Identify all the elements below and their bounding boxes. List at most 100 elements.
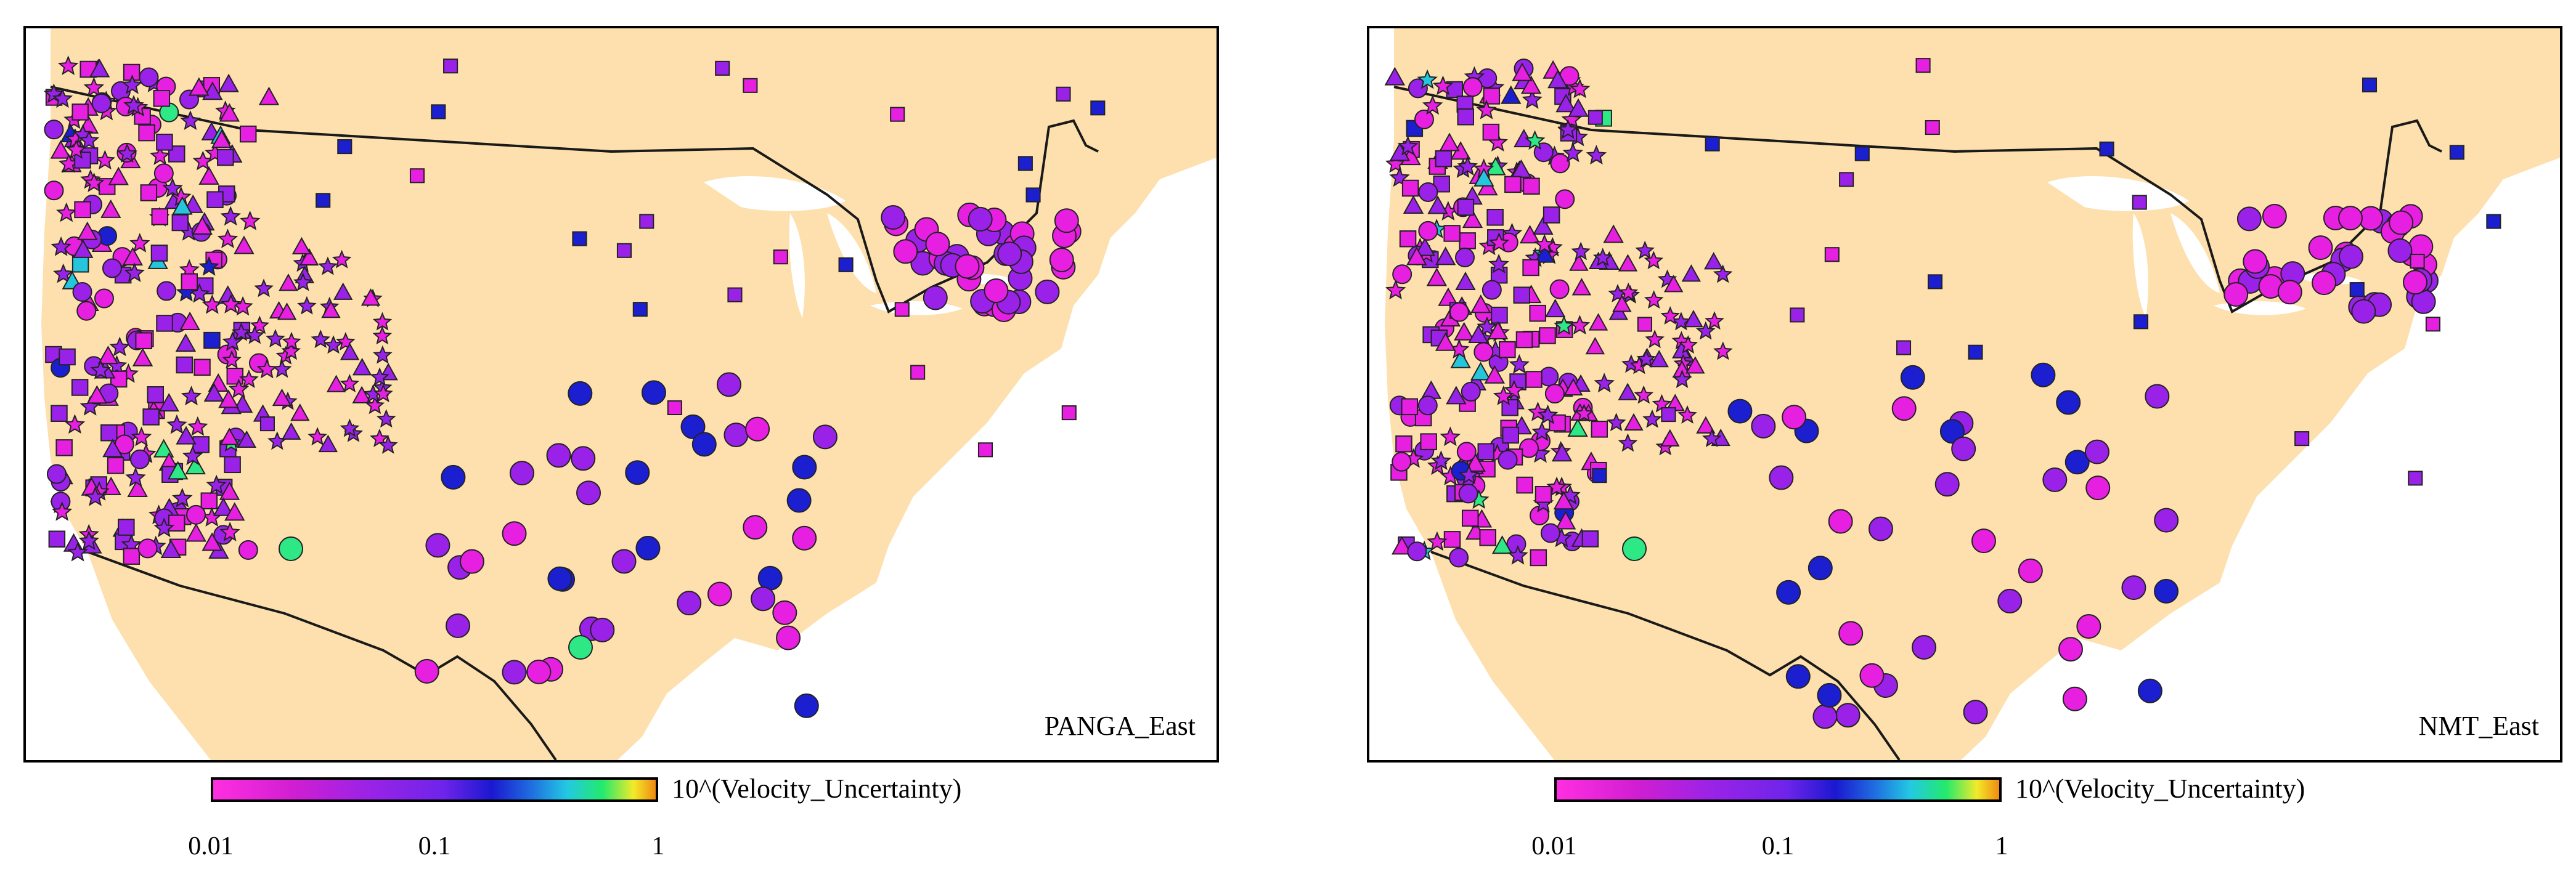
station-marker-triangle — [189, 77, 210, 96]
station-marker-triangle — [1551, 443, 1573, 462]
station-marker-square — [890, 107, 905, 122]
lake — [789, 213, 805, 318]
station-marker-circle — [1449, 302, 1469, 322]
station-marker-square — [200, 492, 218, 509]
station-marker-triangle — [1435, 246, 1456, 265]
station-marker-square — [118, 519, 135, 536]
station-marker-square — [1529, 304, 1546, 322]
station-marker-star — [378, 435, 398, 454]
lake — [827, 213, 876, 293]
station-marker-square — [2294, 431, 2310, 447]
station-marker-triangle — [1703, 252, 1724, 270]
station-marker-triangle — [1533, 216, 1554, 235]
station-marker-star — [1476, 99, 1497, 119]
station-marker-square — [1435, 150, 1453, 168]
station-marker-circle — [2076, 614, 2101, 639]
station-marker-triangle — [277, 302, 297, 320]
station-marker-star — [109, 336, 131, 357]
station-marker-star — [1618, 433, 1638, 452]
station-marker-square — [1443, 225, 1461, 242]
station-marker-circle — [425, 533, 450, 558]
station-marker-circle — [1418, 220, 1438, 241]
station-marker-triangle — [1470, 294, 1491, 314]
station-marker-square — [2132, 195, 2147, 210]
station-marker-circle — [279, 536, 303, 561]
station-marker-circle — [44, 119, 64, 140]
station-marker-square — [2408, 471, 2423, 486]
station-marker-triangle — [1685, 356, 1705, 374]
station-marker-triangle — [1681, 264, 1702, 282]
station-marker-square — [1839, 172, 1854, 187]
station-marker-star — [1678, 335, 1698, 354]
station-marker-triangle — [1571, 278, 1592, 296]
station-marker-circle — [1751, 413, 1776, 439]
panel-panga-east: PANGA_East 10^(Velocity_Uncertainty) 0.0… — [23, 26, 1219, 860]
station-marker-circle — [2351, 299, 2376, 324]
station-marker-star — [373, 345, 393, 364]
station-marker-triangle — [1438, 287, 1459, 306]
station-marker-triangle — [1487, 320, 1509, 340]
station-marker-circle — [153, 163, 174, 184]
station-marker-square — [1530, 549, 1547, 567]
mexico-border — [1430, 551, 1901, 760]
station-marker-square — [1592, 468, 1607, 483]
station-marker-star — [1417, 69, 1438, 89]
station-marker-circle — [576, 480, 601, 506]
station-marker-square — [1504, 176, 1522, 193]
station-marker-circle — [1971, 528, 1996, 554]
station-marker-triangle — [218, 389, 239, 408]
station-marker-circle — [794, 693, 819, 718]
station-marker-star — [1677, 405, 1697, 424]
station-marker-square — [55, 439, 73, 456]
station-marker-circle — [680, 414, 706, 439]
station-marker-circle — [2145, 384, 2170, 409]
station-marker-star — [125, 467, 146, 487]
station-marker-circle — [2085, 475, 2111, 501]
station-marker-circle — [1785, 664, 1811, 689]
station-marker-square — [1915, 58, 1931, 73]
station-marker-square — [1588, 110, 1603, 125]
station-marker-square — [572, 231, 587, 246]
station-marker-square — [1459, 232, 1476, 249]
station-marker-star — [1705, 311, 1724, 330]
station-marker-circle — [1838, 621, 1864, 646]
station-marker-square — [1017, 156, 1033, 171]
station-marker-circle — [1963, 700, 1988, 725]
station-marker-square — [1591, 421, 1608, 438]
station-marker-triangle — [50, 140, 71, 159]
station-marker-square — [168, 514, 185, 532]
station-marker-triangle — [1612, 294, 1632, 312]
station-marker-square — [203, 331, 221, 349]
station-marker-star — [64, 414, 86, 434]
station-marker-star — [1586, 145, 1607, 165]
station-marker-circle — [1458, 483, 1478, 504]
station-marker-star — [1562, 142, 1584, 163]
station-marker-triangle — [1468, 324, 1489, 343]
station-marker-square — [107, 457, 124, 474]
station-marker-triangle — [73, 239, 94, 258]
station-marker-circle — [2058, 637, 2084, 662]
station-marker-circle — [139, 67, 159, 87]
station-marker-circle — [1407, 541, 1427, 562]
station-marker-triangle — [281, 422, 301, 440]
station-marker-star — [1422, 95, 1443, 115]
station-marker-star — [308, 427, 327, 446]
station-marker-circle — [502, 660, 527, 685]
station-marker-triangle — [361, 288, 381, 306]
station-marker-square — [206, 191, 224, 208]
station-marker-square — [48, 530, 66, 548]
station-marker-star — [1574, 403, 1594, 423]
station-marker-circle — [772, 600, 797, 625]
station-marker-circle — [1519, 438, 1539, 458]
station-marker-triangle — [127, 478, 148, 497]
station-marker-square — [98, 178, 116, 195]
station-marker-triangle — [234, 235, 255, 254]
station-marker-triangle — [219, 481, 240, 500]
station-marker-star — [94, 150, 116, 170]
colorbar-tick: 0.1 — [418, 832, 451, 860]
station-marker-triangle — [352, 386, 372, 403]
station-marker-square — [2410, 254, 2425, 269]
station-marker-square — [153, 90, 171, 107]
station-marker-triangle — [1406, 246, 1427, 265]
landmass — [41, 28, 1217, 760]
